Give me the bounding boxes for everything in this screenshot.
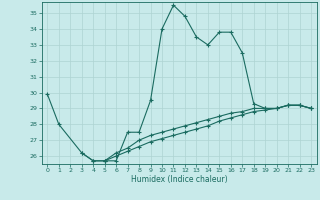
X-axis label: Humidex (Indice chaleur): Humidex (Indice chaleur) [131,175,228,184]
